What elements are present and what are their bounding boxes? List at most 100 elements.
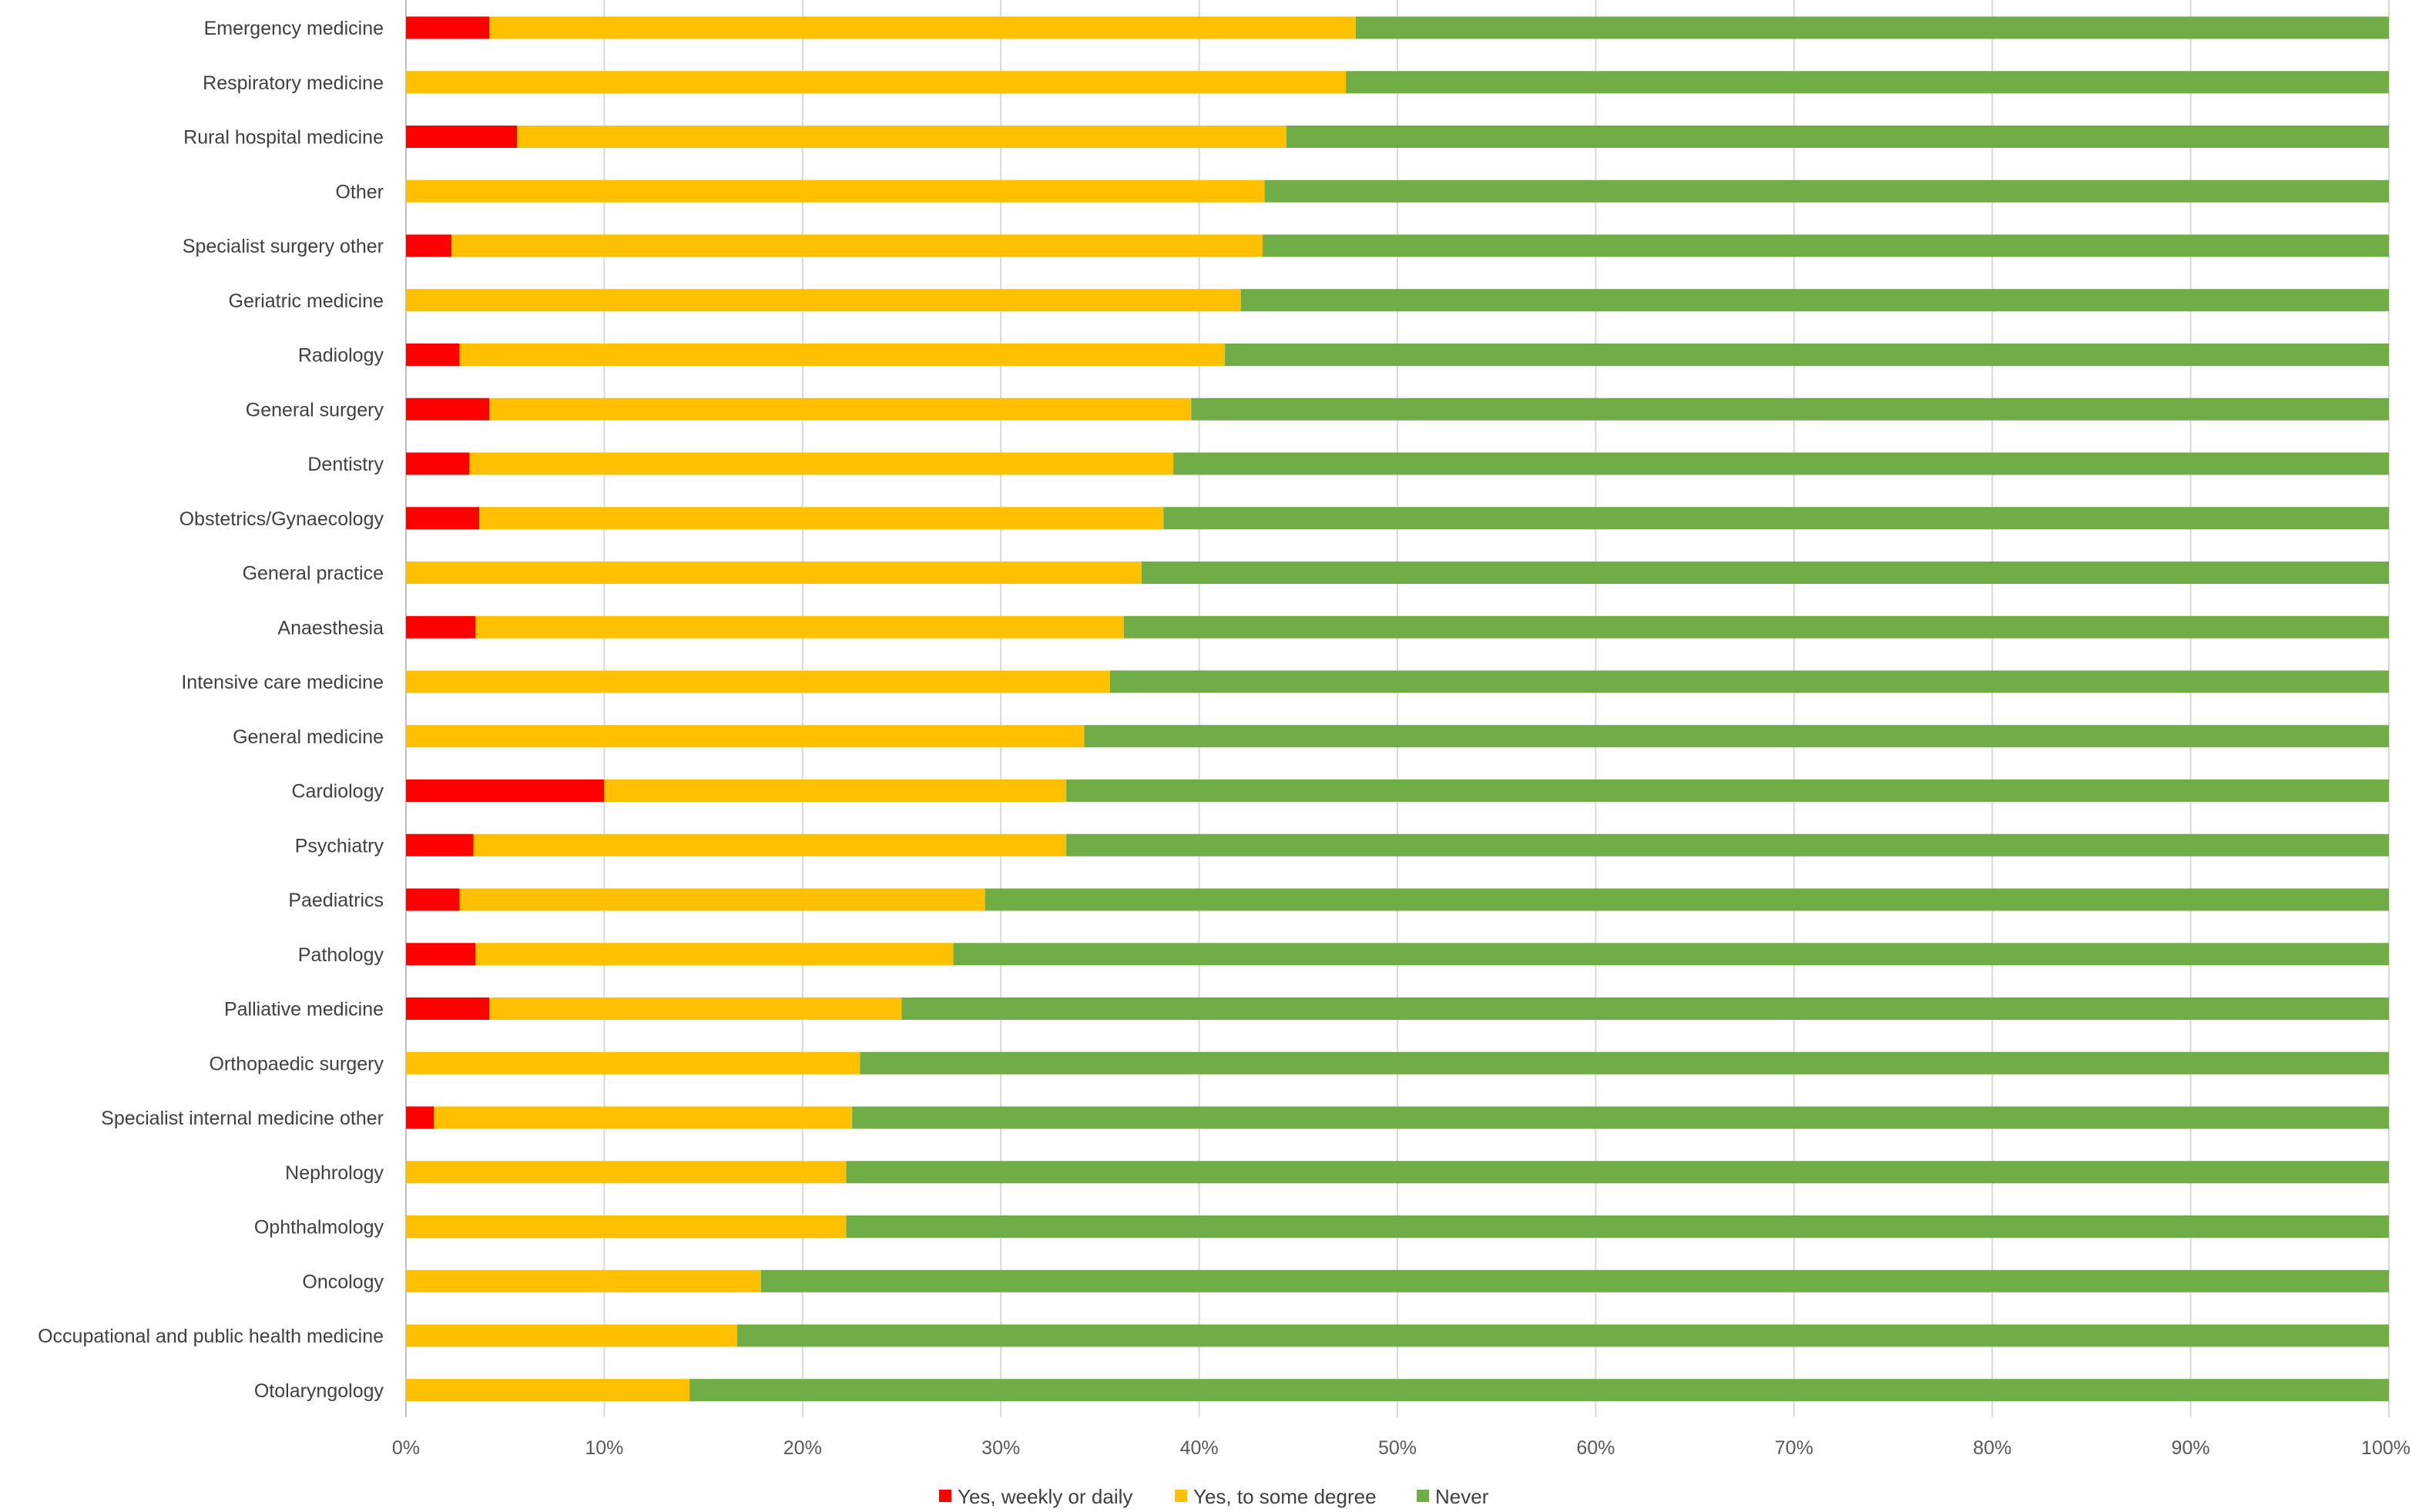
x-tick-label: 60% <box>1576 1437 1615 1459</box>
bar-never <box>1264 179 2389 203</box>
x-tick-label: 90% <box>2172 1437 2210 1459</box>
bar-never <box>760 1269 2389 1292</box>
bar-never <box>901 997 2389 1020</box>
category-label: Other <box>335 181 384 203</box>
category-label: Intensive care medicine <box>181 672 384 693</box>
x-tick-label: 70% <box>1775 1437 1813 1459</box>
legend-swatch <box>1175 1490 1187 1502</box>
x-tick-label: 40% <box>1180 1437 1219 1459</box>
bar-weekly-daily <box>406 507 480 530</box>
bar-never <box>1355 16 2389 39</box>
bar-never <box>1066 779 2389 802</box>
bar-some-degree <box>406 1215 847 1238</box>
bar-never <box>1163 507 2389 530</box>
bar-some-degree <box>406 1051 860 1074</box>
bar-some-degree <box>434 1106 853 1129</box>
legend-swatch <box>1417 1490 1429 1502</box>
bar-some-degree <box>475 615 1124 639</box>
x-axis-ticks: 0% 10% 20% 30% 40% 50% 60% 70% 80% 90% 100% <box>392 1437 2410 1459</box>
bar-never <box>1173 452 2389 475</box>
category-label: Dentistry <box>307 454 384 475</box>
bar-some-degree <box>406 562 1142 584</box>
bar-never <box>1225 344 2389 366</box>
category-label: Radiology <box>298 345 384 367</box>
category-label: Oncology <box>302 1271 384 1292</box>
legend: Yes, weekly or daily Yes, to some degree N… <box>939 1485 1489 1508</box>
category-label: Rural hospital medicine <box>183 127 384 149</box>
legend-label: Yes, to some degree <box>1193 1485 1377 1508</box>
bar-never <box>1240 289 2389 312</box>
bar-weekly-daily <box>406 452 470 475</box>
bar-weekly-daily <box>406 997 490 1020</box>
bar-some-degree <box>459 888 985 911</box>
bar-weekly-daily <box>406 344 460 366</box>
category-label: Obstetrics/Gynaecology <box>179 508 384 530</box>
bar-some-degree <box>517 126 1287 148</box>
gridlines <box>405 0 2390 1417</box>
bar-weekly-daily <box>406 397 490 421</box>
category-label: Anaesthesia <box>277 617 384 639</box>
bar-some-degree <box>406 179 1265 203</box>
bar-some-degree <box>406 1379 690 1402</box>
bar-some-degree <box>475 943 954 966</box>
bar-never <box>689 1379 2389 1402</box>
x-tick-label: 20% <box>783 1437 822 1459</box>
category-label: Psychiatry <box>295 835 384 857</box>
category-label: Specialist surgery other <box>183 236 384 257</box>
bar-weekly-daily <box>406 888 460 911</box>
bar-never <box>985 888 2389 911</box>
category-label: Orthopaedic surgery <box>209 1053 384 1074</box>
bar-weekly-daily <box>406 833 474 857</box>
bar-some-degree <box>489 16 1356 39</box>
category-label: General surgery <box>246 399 384 421</box>
x-tick-label: 30% <box>981 1437 1020 1459</box>
bar-weekly-daily <box>406 126 518 148</box>
category-label: Specialist internal medicine other <box>101 1108 384 1129</box>
legend-item: Never <box>1417 1485 1489 1508</box>
bar-some-degree <box>604 779 1067 802</box>
bar-never <box>1262 234 2389 257</box>
bar-weekly-daily <box>406 943 476 966</box>
bar-weekly-daily <box>406 779 605 802</box>
category-label: General practice <box>243 563 384 585</box>
bar-some-degree <box>459 344 1226 366</box>
x-tick-label: 80% <box>1973 1437 2011 1459</box>
legend-item: Yes, weekly or daily <box>939 1485 1132 1508</box>
x-tick-label: 100% <box>2361 1437 2410 1459</box>
bar-some-degree <box>469 452 1174 475</box>
bar-some-degree <box>473 833 1067 857</box>
category-label: Occupational and public health medicine <box>38 1326 384 1347</box>
bar-some-degree <box>406 1324 737 1347</box>
bar-never <box>1066 833 2389 857</box>
x-tick-label: 50% <box>1378 1437 1417 1459</box>
legend-label: Yes, weekly or daily <box>958 1485 1132 1508</box>
bar-never <box>736 1324 2390 1347</box>
bar-never <box>1084 725 2389 748</box>
category-label: Respiratory medicine <box>203 72 384 94</box>
category-label: Geriatric medicine <box>229 290 384 312</box>
bar-never <box>852 1106 2389 1129</box>
category-label: Palliative medicine <box>224 999 384 1021</box>
legend-item: Yes, to some degree <box>1175 1485 1377 1508</box>
bar-never <box>846 1215 2389 1238</box>
bar-never <box>1346 71 2389 94</box>
bar-some-degree <box>406 1269 761 1292</box>
bar-some-degree <box>406 725 1085 748</box>
bar-never <box>1109 670 2389 693</box>
bar-some-degree <box>406 71 1347 94</box>
category-label: Nephrology <box>285 1162 384 1184</box>
bar-never <box>1286 126 2389 148</box>
bar-weekly-daily <box>406 234 452 257</box>
category-labels: Emergency medicine Respiratory medicine Ru… <box>38 18 384 1402</box>
legend-swatch <box>939 1490 951 1502</box>
legend-label: Never <box>1435 1485 1489 1508</box>
category-label: Cardiology <box>291 781 384 803</box>
bar-never <box>860 1051 2389 1074</box>
bar-weekly-daily <box>406 16 490 39</box>
category-label: Otolaryngology <box>254 1380 384 1402</box>
bar-never <box>1141 562 2389 584</box>
bar-never <box>846 1161 2389 1184</box>
x-tick-label: 0% <box>392 1437 420 1459</box>
category-label: Ophthalmology <box>254 1217 384 1239</box>
